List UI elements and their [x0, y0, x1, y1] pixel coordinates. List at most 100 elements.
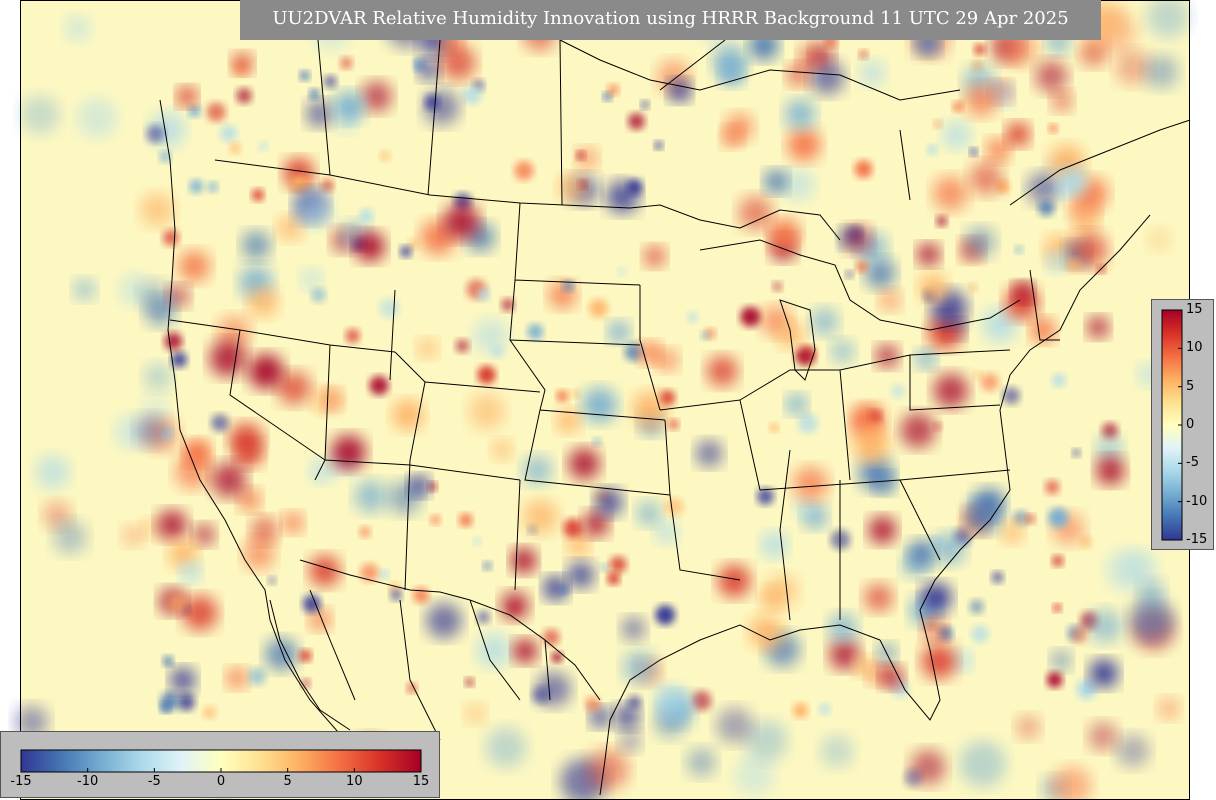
- field-blob: [1035, 60, 1068, 93]
- field-blob: [231, 53, 253, 74]
- field-blob: [306, 100, 333, 127]
- field-blob: [950, 650, 973, 672]
- field-blob: [636, 501, 662, 526]
- field-blob: [854, 160, 873, 178]
- field-blob: [716, 707, 753, 744]
- field-blob: [787, 63, 811, 87]
- field-blob: [1012, 281, 1034, 303]
- field-blob: [418, 58, 440, 81]
- field-blob: [241, 230, 271, 260]
- field-blob: [282, 512, 304, 534]
- field-blob: [1052, 766, 1092, 800]
- field-blob: [229, 423, 263, 457]
- field-blob: [551, 651, 563, 663]
- field-blob: [379, 569, 389, 579]
- field-blob: [320, 179, 334, 192]
- field-blob: [1076, 679, 1097, 700]
- field-blob: [830, 339, 855, 364]
- field-blob: [248, 287, 279, 318]
- field-blob: [302, 594, 321, 613]
- field-blob: [511, 548, 537, 574]
- colorbar-tick-label: 15: [412, 774, 430, 789]
- field-blob: [655, 684, 686, 716]
- field-blob: [136, 414, 169, 447]
- field-blob: [922, 616, 947, 642]
- field-blob: [1046, 672, 1063, 688]
- field-blob: [908, 540, 936, 568]
- field-blob: [986, 138, 1011, 162]
- field-blob: [206, 102, 226, 122]
- field-blob: [595, 488, 623, 517]
- field-blob: [229, 142, 241, 154]
- field-blob: [668, 419, 679, 430]
- field-blob: [1016, 715, 1041, 740]
- field-blob: [787, 128, 821, 162]
- field-blob: [1096, 456, 1125, 485]
- field-blob: [167, 594, 186, 612]
- field-blob: [140, 193, 174, 227]
- state-lines-east: [659, 269, 1060, 621]
- field-blob: [798, 413, 818, 434]
- field-blob: [309, 88, 320, 100]
- field-blob: [959, 740, 1006, 788]
- gulf-coastline: [599, 624, 881, 796]
- field-blob: [556, 390, 569, 403]
- field-blob: [473, 537, 482, 546]
- field-blob: [226, 667, 248, 689]
- field-blob: [627, 695, 642, 709]
- st-lawrence-shoreline: [1009, 119, 1191, 206]
- field-blob: [1053, 603, 1062, 613]
- field-blob: [1066, 258, 1082, 273]
- field-blob: [455, 339, 469, 353]
- field-blob: [178, 250, 210, 282]
- field-blob: [485, 727, 527, 768]
- colorbar-tick-label: -15: [10, 774, 32, 789]
- field-blob: [793, 466, 828, 502]
- field-blob: [969, 599, 984, 614]
- field-blob: [717, 564, 751, 598]
- field-blob: [163, 656, 174, 667]
- field-blob: [607, 84, 619, 96]
- field-blob: [476, 610, 490, 624]
- field-blob: [864, 583, 893, 612]
- field-blob: [248, 667, 266, 686]
- field-blob: [15, 705, 49, 739]
- field-blob: [20, 95, 60, 135]
- east-coastline: [879, 214, 1151, 721]
- field-blob: [933, 176, 968, 211]
- field-blob: [390, 589, 403, 601]
- field-blob: [265, 638, 298, 671]
- field-blob: [879, 289, 901, 312]
- field-blob: [974, 43, 986, 56]
- hudson-bay-shore: [559, 39, 961, 101]
- bottom-colorbar-panel: -15 -10 -5 0 5 10 15: [0, 731, 440, 798]
- field-blob: [783, 169, 814, 201]
- field-blob: [933, 373, 969, 409]
- field-blob: [527, 324, 544, 340]
- field-blob: [853, 655, 875, 677]
- field-blob: [355, 231, 385, 262]
- field-blob: [277, 371, 311, 405]
- field-blob: [916, 348, 937, 370]
- field-blob: [900, 412, 936, 448]
- field-blob: [859, 60, 886, 87]
- lake-michigan: [779, 299, 816, 381]
- colorbar-tick-label: -10: [1186, 493, 1208, 509]
- field-blob: [354, 480, 388, 513]
- field-blob: [991, 571, 1004, 584]
- field-blob: [417, 338, 438, 359]
- state-lines-west: [169, 289, 541, 591]
- field-blob: [142, 393, 169, 421]
- field-blob: [167, 285, 190, 308]
- field-blob: [243, 538, 275, 570]
- state-country-boundaries: [159, 39, 1191, 796]
- field-blob: [189, 179, 204, 194]
- right-colorbar: [1161, 309, 1183, 541]
- field-blob: [164, 332, 183, 351]
- field-blob: [713, 44, 747, 79]
- field-blob: [695, 440, 723, 467]
- field-blob: [769, 423, 779, 432]
- bottom-colorbar: [20, 749, 422, 773]
- field-blob: [501, 298, 515, 312]
- colorbar-tick-label: 5: [1186, 378, 1195, 394]
